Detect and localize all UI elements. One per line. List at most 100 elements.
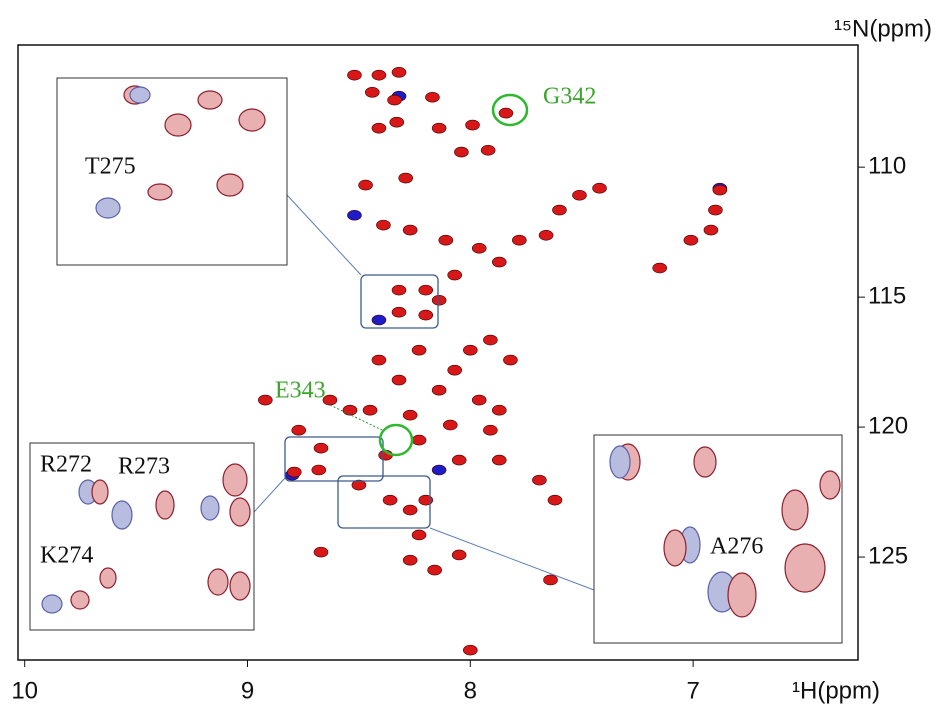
peak	[358, 179, 373, 191]
connector	[286, 194, 362, 276]
x-tick-label: 10	[11, 677, 38, 704]
peak	[491, 404, 507, 416]
connector	[253, 477, 286, 513]
peak	[391, 306, 407, 318]
peak	[313, 442, 329, 454]
peak	[471, 394, 487, 406]
peak	[503, 354, 518, 366]
annotation: R272	[40, 452, 92, 478]
y-tick-label: 115	[868, 282, 906, 309]
x-tick-label: 8	[464, 677, 477, 704]
peak	[351, 479, 367, 491]
zoom-box	[284, 436, 384, 482]
peak	[391, 374, 407, 386]
peak	[652, 262, 667, 274]
peak	[418, 284, 434, 296]
peak	[362, 404, 378, 416]
peak	[418, 309, 434, 321]
peak	[447, 269, 463, 281]
peak	[543, 574, 558, 586]
annotation: A276	[710, 534, 763, 560]
peak	[471, 242, 487, 254]
peak	[347, 69, 362, 81]
peak	[442, 419, 458, 431]
peak	[258, 394, 273, 406]
peak	[402, 504, 418, 516]
peak	[463, 644, 478, 656]
peak	[371, 314, 387, 326]
peak	[683, 234, 699, 246]
highlight-circle	[491, 93, 529, 127]
peak	[364, 87, 380, 98]
connector	[429, 527, 595, 591]
peak	[712, 184, 728, 196]
peak	[431, 384, 447, 396]
peak	[371, 122, 387, 134]
peak	[411, 434, 427, 446]
zoom-box	[337, 475, 431, 529]
peak	[313, 546, 329, 558]
plot-frame	[17, 44, 859, 661]
peak	[480, 144, 496, 156]
peak	[402, 224, 418, 236]
peak	[322, 394, 338, 406]
peak	[376, 219, 391, 231]
peak	[491, 256, 507, 268]
peak	[447, 364, 463, 376]
peak	[431, 464, 447, 476]
peak	[389, 116, 405, 128]
peak	[431, 122, 447, 134]
peak	[382, 494, 398, 506]
y-tick-label: 110	[868, 153, 906, 180]
peak	[438, 234, 454, 246]
peak	[547, 494, 563, 506]
peak	[411, 529, 427, 541]
peak	[391, 66, 407, 78]
peak	[411, 344, 427, 356]
peak	[398, 172, 413, 184]
peak	[708, 204, 723, 216]
peak	[402, 409, 418, 421]
peak	[431, 294, 447, 306]
peak	[402, 554, 418, 566]
inset	[593, 434, 843, 644]
peak	[498, 107, 514, 119]
peak	[371, 69, 387, 81]
inset	[29, 442, 255, 631]
annotation: E343	[275, 378, 326, 404]
x-axis-label: ¹H(ppm)	[792, 677, 880, 704]
peak	[451, 454, 467, 466]
peak	[483, 424, 498, 436]
y-tick-label: 125	[868, 542, 908, 569]
peak	[538, 229, 554, 241]
peak	[592, 182, 607, 194]
peak	[425, 91, 440, 103]
inset	[56, 77, 288, 266]
peak	[371, 354, 387, 366]
annotation: R273	[118, 454, 170, 480]
y-tick-label: 120	[868, 412, 908, 439]
annotation: T275	[85, 154, 136, 180]
peak	[552, 204, 567, 216]
peak	[491, 454, 507, 466]
x-tick-label: 9	[241, 677, 254, 704]
annotation: G342	[543, 84, 596, 110]
peak	[311, 464, 327, 476]
peak	[703, 224, 719, 236]
peak	[387, 94, 402, 106]
peak	[286, 466, 302, 478]
peak	[418, 494, 434, 506]
peak	[391, 284, 407, 296]
peak	[572, 189, 587, 201]
x-tick-label: 7	[686, 677, 699, 704]
peak	[465, 119, 480, 131]
peak	[291, 424, 307, 436]
highlight-circle	[378, 423, 414, 457]
peak	[454, 146, 469, 158]
peak	[451, 549, 467, 561]
peak	[512, 234, 527, 246]
y-axis-label: ¹⁵N(ppm)	[834, 15, 932, 42]
pointer	[329, 404, 383, 431]
peak	[347, 209, 362, 221]
